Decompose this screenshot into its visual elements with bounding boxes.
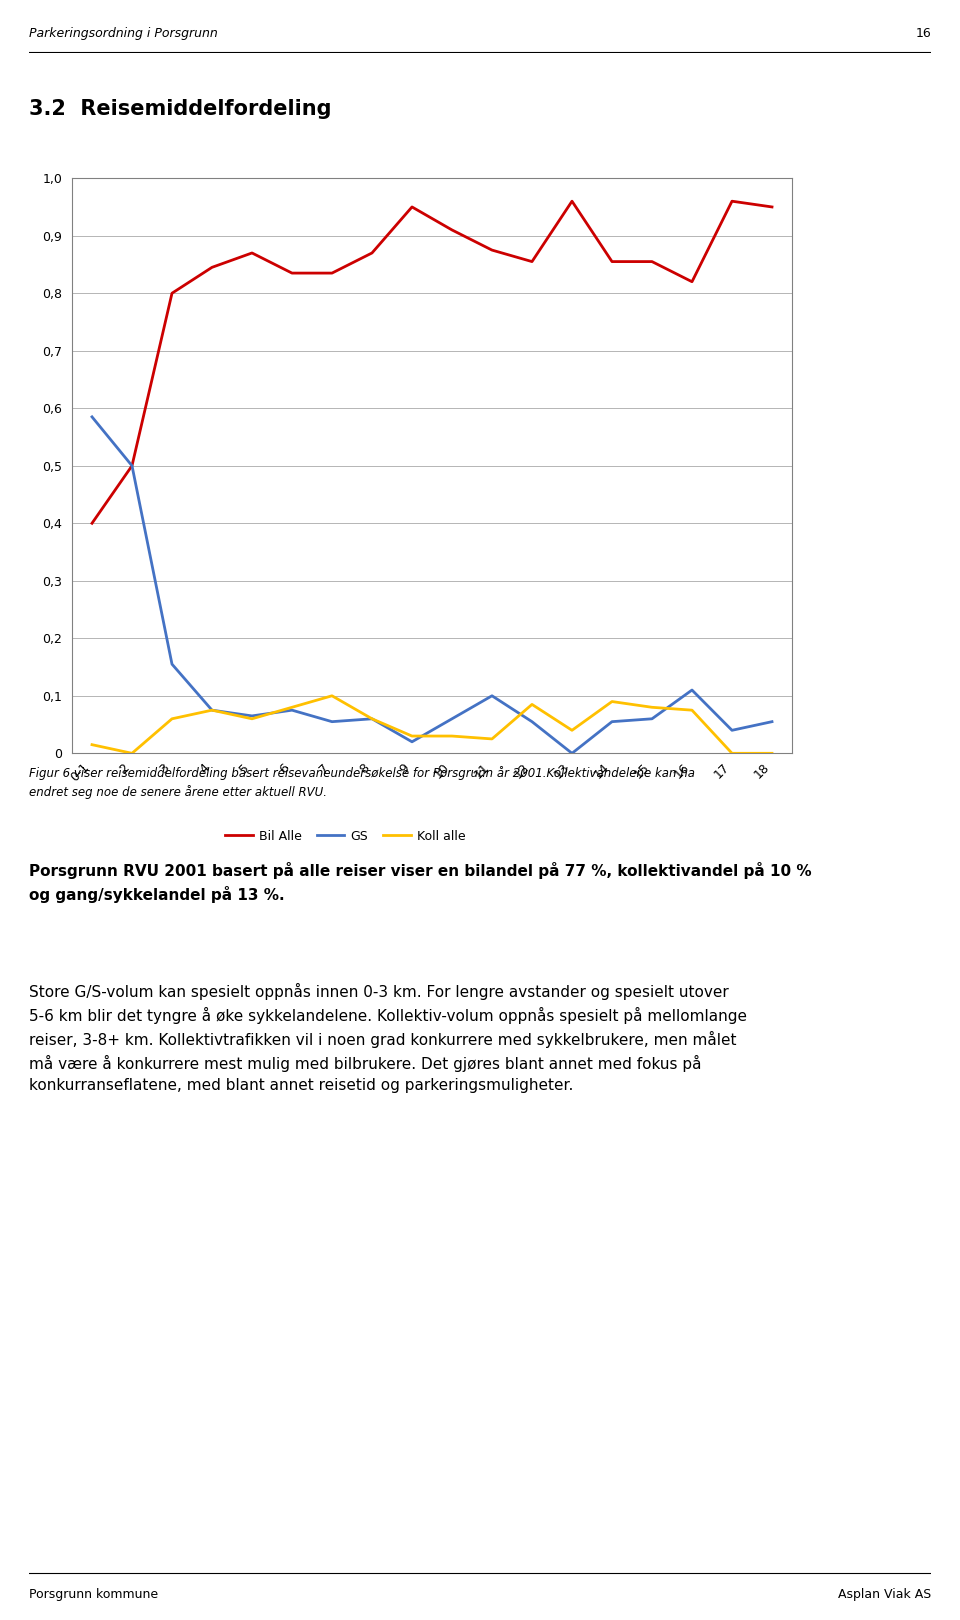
Text: Porsgrunn kommune: Porsgrunn kommune — [29, 1588, 158, 1601]
Text: Parkeringsordning i Porsgrunn: Parkeringsordning i Porsgrunn — [29, 28, 218, 40]
Legend: Bil Alle, GS, Koll alle: Bil Alle, GS, Koll alle — [221, 825, 470, 847]
Text: Porsgrunn RVU 2001 basert på alle reiser viser en bilandel på 77 %, kollektivand: Porsgrunn RVU 2001 basert på alle reiser… — [29, 862, 811, 902]
Text: Store G/S-volum kan spesielt oppnås innen 0-3 km. For lengre avstander og spesie: Store G/S-volum kan spesielt oppnås inne… — [29, 983, 747, 1094]
Text: Asplan Viak AS: Asplan Viak AS — [838, 1588, 931, 1601]
Text: 3.2  Reisemiddelfordeling: 3.2 Reisemiddelfordeling — [29, 99, 331, 118]
Text: Figur 6 viser reisemiddelfordeling basert reisevaneundersøkelse for Porsgrunn år: Figur 6 viser reisemiddelfordeling baser… — [29, 766, 695, 799]
Text: 16: 16 — [916, 28, 931, 40]
